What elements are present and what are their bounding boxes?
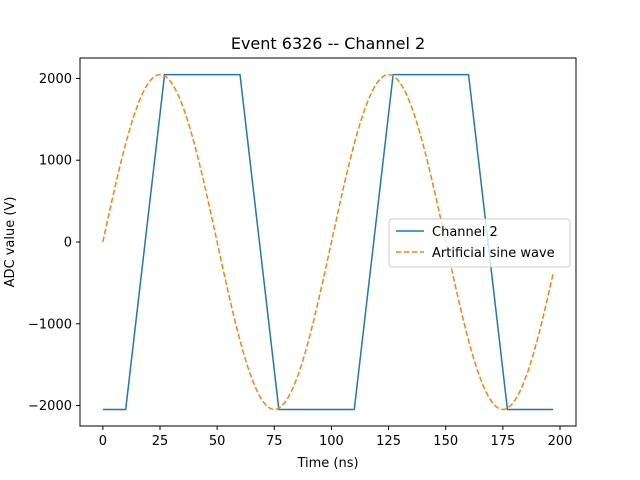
- x-tick-label: 150: [433, 434, 458, 449]
- legend-label-channel-2: Channel 2: [432, 225, 498, 240]
- y-axis-label: ADC value (V): [3, 197, 18, 288]
- x-axis-ticks: 0 25 50 75 100 125 150 175 200: [99, 426, 573, 449]
- x-tick-label: 0: [99, 434, 107, 449]
- legend-box: [388, 218, 571, 268]
- x-tick-label: 125: [376, 434, 401, 449]
- x-tick-label: 200: [548, 434, 573, 449]
- legend-label-sine-wave: Artificial sine wave: [432, 246, 555, 261]
- y-tick-label: 0: [64, 236, 72, 251]
- x-tick-label: 100: [319, 434, 344, 449]
- x-axis-label: Time (ns): [296, 456, 358, 471]
- x-tick-label: 175: [490, 434, 515, 449]
- x-tick-label: 25: [152, 434, 169, 449]
- y-tick-label: −1000: [28, 317, 72, 332]
- y-tick-label: 1000: [39, 154, 72, 169]
- y-tick-label: −2000: [28, 399, 72, 414]
- legend: Channel 2 Artificial sine wave: [388, 218, 571, 268]
- series-line-sine-wave: [102, 73, 554, 411]
- chart-title: Event 6326 -- Channel 2: [231, 34, 425, 53]
- x-tick-label: 75: [266, 434, 283, 449]
- y-tick-label: 2000: [39, 72, 72, 87]
- x-tick-label: 50: [209, 434, 226, 449]
- y-axis-ticks: −2000 −1000 0 1000 2000: [28, 72, 80, 414]
